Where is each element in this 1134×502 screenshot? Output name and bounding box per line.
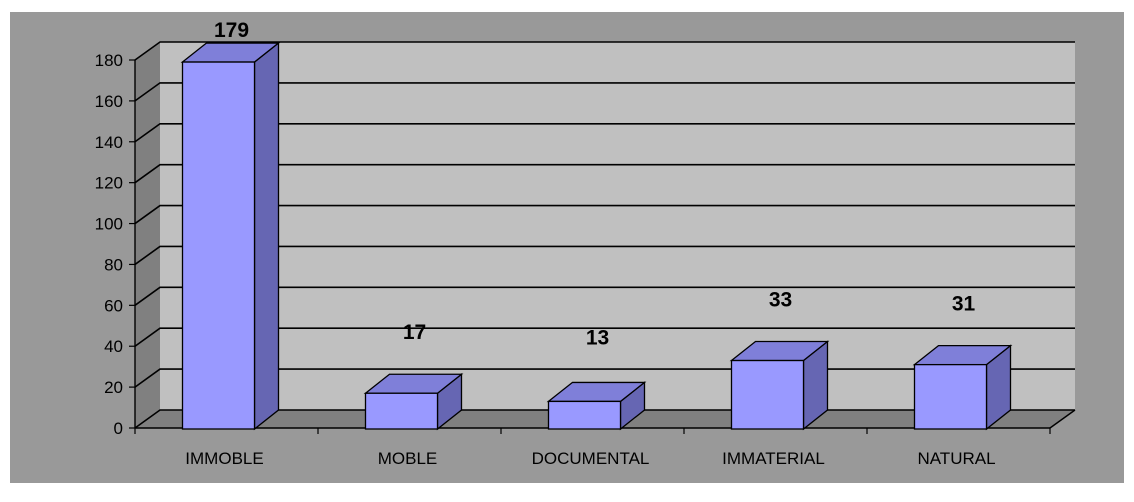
y-tick-label: 60 [104,296,123,315]
axes: 0 20 40 60 80 100 120 140 160 180 [95,51,1076,438]
bar-front [364,392,439,430]
category-label: NATURAL [917,449,995,468]
bar-front [730,359,805,430]
gridline [134,245,1075,266]
category-label: MOBLE [378,449,438,468]
bar-documental [546,381,647,431]
bar-front [913,363,988,430]
bar-moble [363,372,464,431]
gridline [134,163,1075,184]
bar-immoble [180,41,281,431]
gridline [134,327,1075,347]
data-label: 33 [769,289,792,312]
labels: 179 IMMOBLE 17 MOBLE 13 DOCUMENTAL 33 IMMATERIA… [185,19,995,468]
y-tick-label: 140 [95,133,123,152]
floor-edge [1049,409,1076,429]
category-label: IMMOBLE [185,449,263,468]
y-tick-label: 40 [104,337,123,356]
gridline [134,286,1075,306]
y-tick-label: 100 [95,215,123,234]
plot-back-wall [160,42,1075,410]
gridline [134,82,1075,102]
gridline [134,204,1075,225]
y-tick-label: 0 [114,419,123,438]
bar-front [181,61,256,430]
plot-side-wall [135,42,160,428]
y-tick-label: 180 [95,51,123,70]
bar-side [253,41,280,431]
y-tick-label: 80 [104,255,123,274]
data-label: 13 [586,326,609,349]
data-label: 179 [214,19,249,42]
y-tick-label: 20 [104,378,123,397]
data-label: 17 [403,321,426,344]
bar-front [547,400,622,430]
category-label: IMMATERIAL [722,449,825,468]
bar-immaterial [729,340,830,431]
gridline [134,122,1075,143]
bars [180,41,1013,431]
gridline [134,41,1075,61]
y-tick-label: 120 [95,174,123,193]
data-label: 31 [952,293,976,316]
category-label: DOCUMENTAL [532,449,650,468]
y-tick-label: 160 [95,92,123,111]
bar-natural [912,344,1013,431]
